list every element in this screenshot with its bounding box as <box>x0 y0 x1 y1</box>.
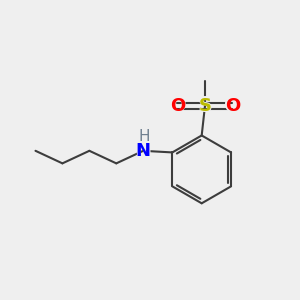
Text: O: O <box>224 96 241 116</box>
Text: O: O <box>225 98 240 116</box>
Text: O: O <box>170 98 185 116</box>
Text: O: O <box>169 96 186 116</box>
Text: S: S <box>197 96 212 116</box>
Text: H: H <box>139 129 150 144</box>
Text: N: N <box>134 141 152 161</box>
Text: N: N <box>136 142 151 160</box>
Text: S: S <box>198 98 212 116</box>
